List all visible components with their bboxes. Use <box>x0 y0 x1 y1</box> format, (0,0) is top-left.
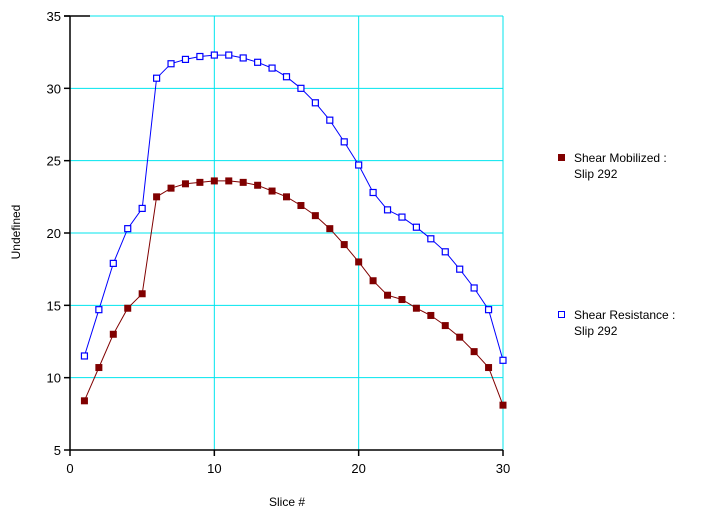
data-point <box>499 356 507 364</box>
legend-label: Shear Mobilized : Slip 292 <box>574 151 667 181</box>
y-tick-label: 10 <box>47 371 61 386</box>
data-point <box>95 364 103 372</box>
data-point <box>441 322 449 330</box>
data-point <box>297 84 305 92</box>
data-point <box>138 290 146 298</box>
y-tick-label: 25 <box>47 154 61 169</box>
data-point <box>80 397 88 405</box>
y-axis-title: Undefined <box>9 205 23 260</box>
data-point <box>326 225 334 233</box>
data-point <box>254 58 262 66</box>
data-point <box>355 161 363 169</box>
x-tick-label: 10 <box>207 461 221 476</box>
hollow-square-marker-icon <box>558 311 565 318</box>
y-tick-label: 15 <box>47 298 61 313</box>
data-point <box>268 64 276 72</box>
data-point <box>470 284 478 292</box>
data-point <box>499 401 507 409</box>
data-point <box>398 296 406 304</box>
data-point <box>398 213 406 221</box>
y-tick-label: 5 <box>54 443 61 458</box>
data-point <box>239 178 247 186</box>
data-point <box>340 241 348 249</box>
data-point <box>80 352 89 360</box>
x-axis-title: Slice # <box>269 495 305 509</box>
data-point <box>427 311 435 319</box>
data-point <box>484 306 493 314</box>
data-point <box>124 304 132 312</box>
tick-labels: 5 10 15 20 25 30 35 0 10 20 30 <box>47 9 511 476</box>
data-point <box>384 291 392 299</box>
data-point <box>109 330 117 338</box>
data-point <box>326 116 334 124</box>
x-tick-label: 20 <box>351 461 365 476</box>
data-point <box>441 248 449 256</box>
data-point <box>210 51 218 59</box>
data-point <box>412 223 420 231</box>
data-point <box>138 204 146 213</box>
data-point <box>340 138 348 146</box>
data-point <box>181 55 190 64</box>
y-tick-label: 20 <box>47 226 61 241</box>
data-point <box>297 202 305 210</box>
data-point <box>470 348 478 356</box>
grid <box>70 15 504 450</box>
axes <box>64 15 504 456</box>
data-point <box>254 181 262 189</box>
series-line-2 <box>83 54 504 361</box>
data-point <box>210 177 218 185</box>
data-point <box>181 180 189 188</box>
data-point <box>427 235 435 243</box>
data-point <box>225 177 233 185</box>
data-point <box>283 193 290 201</box>
data-point <box>311 99 319 107</box>
data-point <box>196 178 204 186</box>
filled-square-marker-icon <box>558 154 565 161</box>
data-point <box>282 73 291 81</box>
data-point <box>355 258 363 266</box>
data-point <box>456 333 464 341</box>
data-point <box>369 277 377 285</box>
data-point <box>239 54 247 62</box>
x-tick-label: 0 <box>66 461 73 476</box>
data-point <box>225 51 233 59</box>
data-point <box>167 60 175 68</box>
data-point <box>153 193 161 201</box>
data-point <box>95 306 103 314</box>
data-point <box>456 265 464 273</box>
x-tick-label: 30 <box>496 461 510 476</box>
y-tick-label: 35 <box>47 9 61 24</box>
data-point <box>383 206 392 214</box>
y-tick-label: 30 <box>47 81 61 96</box>
data-point <box>167 184 175 192</box>
data-point <box>412 304 420 312</box>
data-point <box>268 187 276 195</box>
series <box>80 51 507 409</box>
data-point <box>124 225 132 233</box>
series-line-1 <box>83 180 504 406</box>
data-point <box>485 364 493 372</box>
legend-label: Shear Resistance : Slip 292 <box>574 308 676 338</box>
data-point <box>311 212 319 220</box>
data-point <box>369 188 377 197</box>
data-point <box>196 52 204 61</box>
data-point <box>109 259 117 267</box>
data-point <box>153 74 161 82</box>
